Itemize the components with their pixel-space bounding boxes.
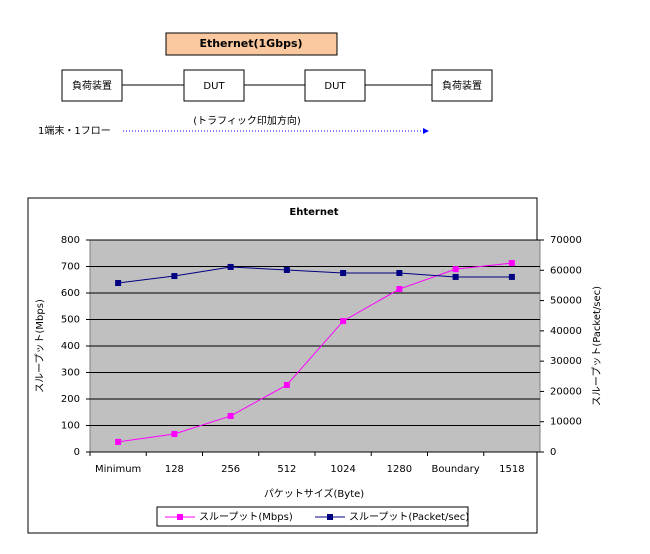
point [340, 270, 347, 277]
point [227, 263, 234, 270]
header: Ethernet(1Gbps) [199, 37, 302, 50]
x-tick-label: 1024 [330, 464, 355, 475]
x-tick-label: 256 [221, 464, 240, 475]
node-box [183, 69, 245, 102]
series-line [118, 266, 512, 284]
x-tick-label: 512 [277, 464, 296, 475]
y2-tick-label: 50000 [550, 296, 582, 307]
direction-label: (トラフィック印加方向) [193, 114, 301, 127]
legend-label: スループット(Packet/sec) [349, 511, 469, 523]
point [115, 280, 122, 287]
point [171, 430, 178, 437]
point [171, 273, 178, 280]
y-axis-label: スループット(Mbps) [34, 299, 46, 393]
legend-marker [177, 514, 183, 520]
y2-tick-label: 60000 [550, 265, 582, 276]
y2-tick-label: 20000 [550, 386, 582, 397]
y-tick-label: 700 [61, 262, 80, 273]
legend [156, 506, 469, 527]
y-tick-label: 400 [61, 341, 80, 352]
diagram: Ethernet(1Gbps) 負荷装置 DUT DUT 負荷装置 (トラフィッ… [38, 32, 493, 137]
y2-tick-label: 10000 [550, 417, 582, 428]
node-box [304, 69, 366, 102]
y2-tick-label: 30000 [550, 356, 582, 367]
x-axis-label: パケットサイズ(Byte) [264, 487, 364, 500]
point [115, 438, 122, 445]
header-box [165, 32, 338, 56]
point [396, 270, 403, 277]
node-label: DUT [203, 81, 225, 92]
x-tick-label: Boundary [432, 464, 480, 475]
node-label: 負荷装置 [72, 79, 112, 92]
point [283, 381, 290, 388]
point [283, 266, 290, 273]
y2-tick-label: 70000 [550, 235, 582, 246]
node-box [431, 69, 493, 102]
node-label: 負荷装置 [442, 79, 482, 92]
node-label: DUT [324, 81, 346, 92]
point [452, 273, 459, 280]
y2-tick-label: 0 [550, 447, 556, 458]
x-tick-label: Minimum [95, 464, 141, 475]
x-tick-label: 1518 [499, 464, 524, 475]
point [508, 273, 515, 280]
point [452, 266, 459, 273]
x-tick-label: 128 [165, 464, 184, 475]
point [227, 412, 234, 419]
point [340, 318, 347, 325]
x-tick-label: 1280 [387, 464, 412, 475]
chart-title: Ehternet [289, 207, 338, 218]
y-tick-label: 300 [61, 368, 80, 379]
legend-marker [327, 514, 333, 520]
y-tick-label: 600 [61, 288, 80, 299]
y-tick-label: 100 [61, 421, 80, 432]
y-tick-label: 200 [61, 394, 80, 405]
y2-axis-label: スループット(Packet/sec) [591, 286, 603, 406]
legend-label: スループット(Mbps) [199, 511, 293, 523]
y-tick-label: 800 [61, 235, 80, 246]
point [508, 260, 515, 267]
y2-tick-label: 40000 [550, 326, 582, 337]
flow-label: 1端末・1フロー [38, 124, 111, 137]
series-line [118, 262, 512, 443]
y-tick-label: 500 [61, 315, 80, 326]
node-box [61, 69, 123, 102]
y-tick-label: 0 [74, 447, 80, 458]
point [396, 286, 403, 293]
